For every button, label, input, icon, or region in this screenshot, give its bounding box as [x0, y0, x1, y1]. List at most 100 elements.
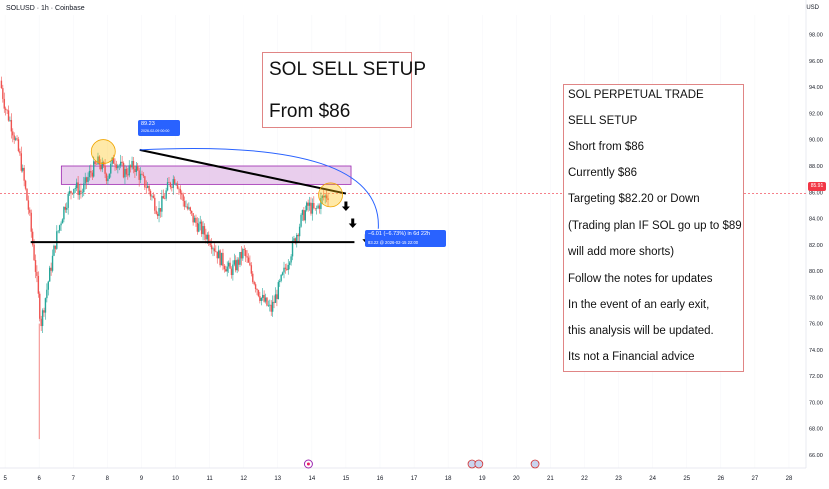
- candle-series: [0, 76, 329, 440]
- candle-body: [310, 202, 312, 214]
- candle-body: [235, 260, 237, 271]
- candle-body: [321, 195, 324, 199]
- price-tick-label: 66.00: [809, 453, 823, 459]
- us-flag-icon: [530, 459, 540, 469]
- candle-body: [111, 157, 113, 164]
- candle-body: [240, 251, 243, 259]
- setup-title: SOL SELL SETUP: [269, 59, 426, 80]
- candle-body: [213, 248, 216, 252]
- candle-body: [263, 294, 265, 302]
- candle-body: [12, 131, 14, 136]
- time-tick-label: 10: [172, 476, 179, 482]
- candle-body: [20, 153, 23, 171]
- candle-body: [175, 183, 177, 185]
- candle-body: [50, 267, 52, 271]
- candle-body: [225, 269, 227, 272]
- candle-body: [192, 213, 194, 223]
- candle-body: [237, 259, 240, 265]
- setup-box: SOL SELL SETUP From $86: [262, 52, 426, 128]
- candle-body: [188, 207, 190, 209]
- candle-body: [83, 183, 85, 193]
- candle-body: [267, 305, 270, 306]
- time-tick-label: 14: [308, 476, 315, 482]
- candle-body: [125, 168, 128, 175]
- candle-body: [114, 163, 116, 165]
- time-tick-label: 11: [206, 476, 213, 482]
- candle-body: [196, 222, 199, 232]
- price-tick-label: 76.00: [809, 322, 823, 328]
- candle-body: [41, 310, 44, 327]
- candle-body: [14, 138, 17, 140]
- time-tick-label: 5: [3, 476, 7, 482]
- candle-body: [320, 198, 322, 209]
- time-tick-label: 8: [106, 476, 110, 482]
- candle-body: [159, 208, 162, 212]
- candle-body: [67, 194, 69, 208]
- candle-body: [30, 212, 32, 232]
- candle-body: [93, 161, 95, 177]
- candle-body: [124, 168, 126, 178]
- candle-body: [226, 266, 228, 272]
- trend-line: [139, 148, 347, 195]
- symbol-header[interactable]: SOLUSD · 1h · Coinbase: [6, 5, 85, 12]
- candle-body: [117, 165, 119, 169]
- candle-body: [9, 119, 11, 121]
- price-tick-label: 82.00: [809, 243, 823, 249]
- candle-body: [88, 170, 91, 178]
- candle-body: [47, 281, 49, 290]
- candle-body: [283, 267, 285, 273]
- candle-body: [112, 157, 115, 164]
- note-line: this analysis will be updated.: [568, 325, 714, 337]
- time-tick-label: 25: [683, 476, 690, 482]
- candle-body: [44, 298, 47, 313]
- candle-body: [311, 203, 314, 214]
- candle-body: [61, 219, 64, 224]
- candle-body: [138, 170, 140, 180]
- candle-body: [141, 173, 143, 175]
- time-tick-label: 21: [547, 476, 554, 482]
- candle-body: [291, 240, 294, 257]
- candle-body: [131, 160, 133, 168]
- candle-body: [149, 190, 152, 197]
- current-price-tag: 85.91: [808, 182, 826, 191]
- price-tick-label: 84.00: [809, 217, 823, 223]
- candle-body: [94, 161, 96, 165]
- candle-body: [110, 163, 112, 174]
- candle-body: [323, 195, 325, 198]
- candle-body: [193, 217, 196, 223]
- candle-body: [229, 262, 231, 269]
- candle-body: [244, 250, 247, 257]
- candle-body: [217, 250, 220, 259]
- candle-body: [186, 206, 189, 209]
- candle-body: [270, 304, 272, 312]
- candle-body: [223, 265, 226, 270]
- candle-body: [135, 165, 138, 172]
- candle-body: [164, 198, 166, 200]
- candle-body: [13, 135, 15, 140]
- candle-body: [101, 161, 103, 170]
- price-tick-label: 74.00: [809, 348, 823, 354]
- candle-body: [183, 200, 186, 207]
- candle-body: [317, 205, 319, 209]
- candle-body: [277, 282, 280, 300]
- candle-body: [203, 226, 206, 235]
- candle-body: [58, 225, 61, 231]
- candle-body: [142, 174, 145, 177]
- candle-body: [40, 318, 42, 327]
- candle-body: [90, 170, 92, 173]
- candle-body: [220, 252, 223, 266]
- candle-body: [139, 173, 142, 180]
- candle-body: [242, 249, 244, 259]
- candle-body: [284, 267, 287, 269]
- candle-body: [198, 223, 200, 232]
- candle-body: [219, 250, 221, 266]
- time-tick-label: 22: [581, 476, 588, 482]
- candle-body: [3, 98, 5, 109]
- candle-body: [121, 161, 123, 163]
- start-price-value: 89.23: [141, 121, 155, 127]
- candle-body: [33, 244, 35, 261]
- candle-body: [36, 271, 38, 276]
- candle-body: [84, 177, 86, 184]
- candle-body: [77, 182, 79, 195]
- candle-body: [181, 192, 183, 195]
